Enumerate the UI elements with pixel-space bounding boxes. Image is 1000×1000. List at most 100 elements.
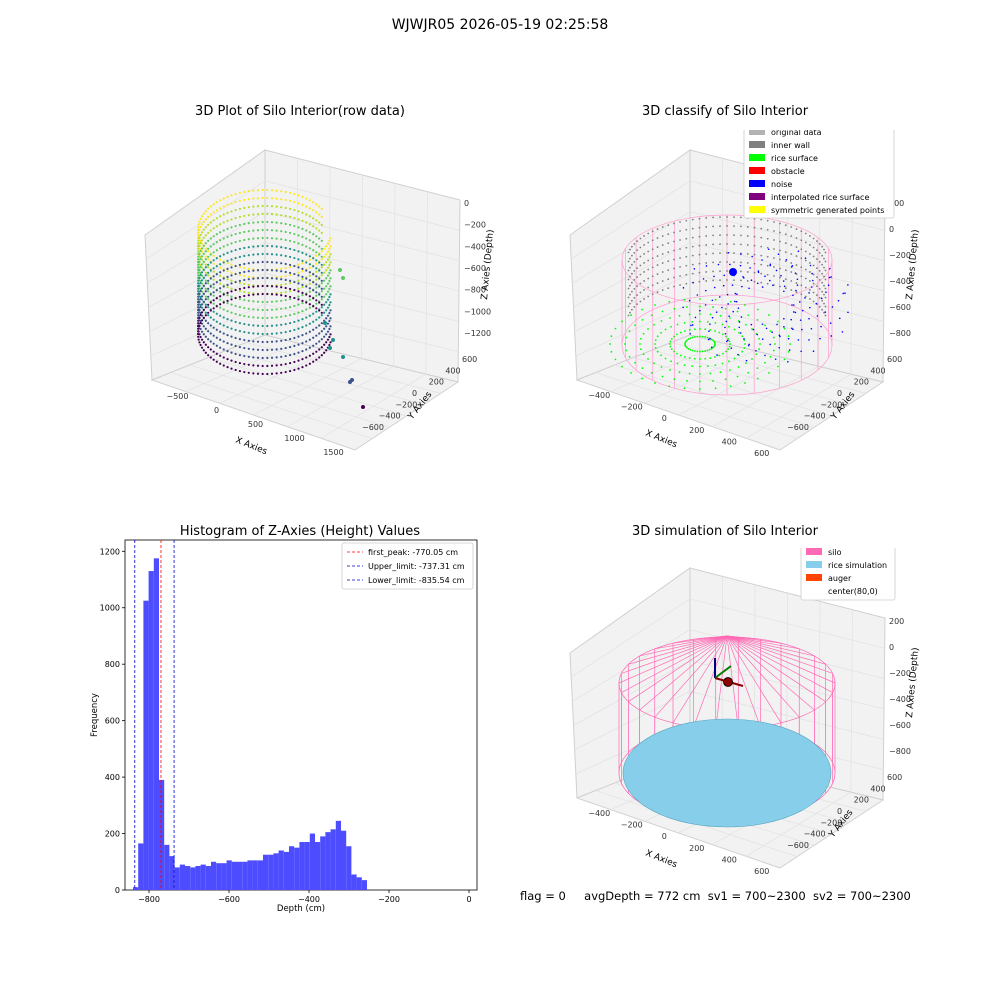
histogram-bar	[356, 877, 362, 890]
rice-surface-point	[625, 336, 628, 339]
raw-data-point	[197, 274, 200, 277]
noise-point	[790, 318, 792, 321]
raw-data-point	[219, 199, 222, 202]
noise-point	[764, 354, 766, 357]
raw-data-point	[288, 215, 292, 219]
inner-wall-point	[823, 275, 825, 278]
p2-z-tick-label: −400	[889, 277, 911, 286]
raw-data-point	[219, 263, 222, 266]
raw-data-point	[247, 315, 250, 318]
raw-data-point	[212, 318, 215, 321]
raw-data-point	[230, 351, 233, 354]
rice-surface-point	[729, 385, 732, 388]
inner-wall-point	[726, 261, 728, 263]
histogram-bar	[226, 860, 232, 890]
raw-data-point	[230, 343, 233, 346]
raw-data-point	[288, 289, 292, 293]
raw-data-point	[315, 307, 318, 310]
inner-wall-point	[773, 248, 775, 250]
inner-wall-point	[643, 289, 645, 291]
raw-data-point	[329, 269, 332, 272]
raw-data-point	[288, 361, 292, 365]
raw-data-point	[256, 229, 260, 232]
raw-data-point	[308, 338, 311, 341]
raw-data-point	[293, 256, 296, 260]
raw-data-point	[226, 195, 229, 198]
rice-surface-point	[693, 328, 696, 331]
raw-data-point	[261, 268, 264, 272]
raw-data-point	[305, 316, 308, 319]
raw-data-point	[318, 237, 321, 240]
raw-data-point	[284, 294, 287, 298]
raw-data-point	[219, 298, 222, 301]
raw-data-point	[215, 201, 218, 204]
raw-data-point	[275, 285, 278, 288]
inner-wall-point	[815, 249, 818, 252]
raw-data-point	[270, 285, 274, 288]
raw-data-point	[234, 368, 237, 372]
raw-data-point	[212, 334, 215, 337]
histogram-x-label: Depth (cm)	[277, 904, 325, 914]
raw-data-point	[243, 314, 246, 318]
raw-data-point	[305, 356, 308, 359]
rice-surface-point	[639, 343, 641, 345]
raw-data-point	[280, 238, 283, 241]
inner-wall-point	[753, 235, 756, 238]
noise-point	[842, 292, 845, 295]
rice-surface-point	[745, 362, 747, 365]
raw-data-point	[328, 287, 331, 291]
rice-surface-point	[699, 298, 701, 300]
histogram-bar	[231, 861, 237, 890]
raw-data-point	[199, 265, 202, 269]
p2-x-tick-label: 400	[722, 438, 737, 447]
raw-data-point	[305, 245, 308, 248]
rice-surface-point	[679, 331, 682, 334]
raw-data-point	[243, 206, 246, 210]
raw-data-point	[288, 353, 292, 357]
rice-surface-point	[670, 348, 673, 351]
raw-data-point	[234, 360, 237, 364]
noise-point	[799, 319, 802, 321]
noise-point	[812, 350, 815, 353]
raw-data-point	[212, 294, 215, 297]
inner-wall-point	[719, 270, 721, 273]
p2-z-axis-label: Z Axies (Depth)	[905, 229, 921, 300]
histogram-x-tick-label: −800	[138, 895, 160, 904]
raw-data-point	[256, 356, 260, 359]
raw-data-point	[312, 233, 315, 236]
raw-data-point	[198, 292, 201, 295]
noise-point	[830, 335, 833, 337]
raw-data-point	[215, 344, 218, 347]
noise-point	[804, 257, 807, 260]
raw-data-point	[234, 344, 237, 348]
p4-z-tick-label: 0	[889, 643, 894, 652]
raw-data-point	[325, 245, 328, 248]
raw-data-point	[215, 209, 218, 212]
p1-y-tick-label: 0	[412, 389, 417, 398]
p4-y-tick-label: 400	[870, 784, 885, 793]
raw-data-point	[238, 255, 242, 259]
inner-wall-point	[705, 271, 708, 273]
raw-data-point	[230, 290, 233, 293]
raw-data-point	[230, 274, 233, 277]
inner-wall-point	[818, 269, 821, 272]
raw-data-point	[284, 298, 287, 302]
rice-surface-point	[729, 300, 732, 303]
rice-surface-point	[699, 380, 701, 383]
inner-wall-point	[673, 276, 675, 279]
inner-wall-point	[667, 224, 670, 227]
inner-wall-point	[636, 294, 639, 297]
raw-data-point	[222, 245, 225, 248]
raw-data-point	[256, 213, 260, 216]
raw-data-point	[212, 254, 215, 257]
rice-surface-point	[678, 314, 681, 317]
inner-wall-point	[636, 258, 639, 261]
inner-wall-point	[705, 262, 708, 264]
p1-z-axis-label: Z Axies (Depth)	[480, 229, 496, 300]
raw-data-point	[301, 334, 304, 337]
raw-data-point	[312, 225, 315, 228]
histogram-bar	[138, 843, 144, 890]
inner-wall-point	[779, 276, 781, 279]
raw-data-point	[320, 207, 323, 210]
raw-data-point	[243, 278, 246, 282]
